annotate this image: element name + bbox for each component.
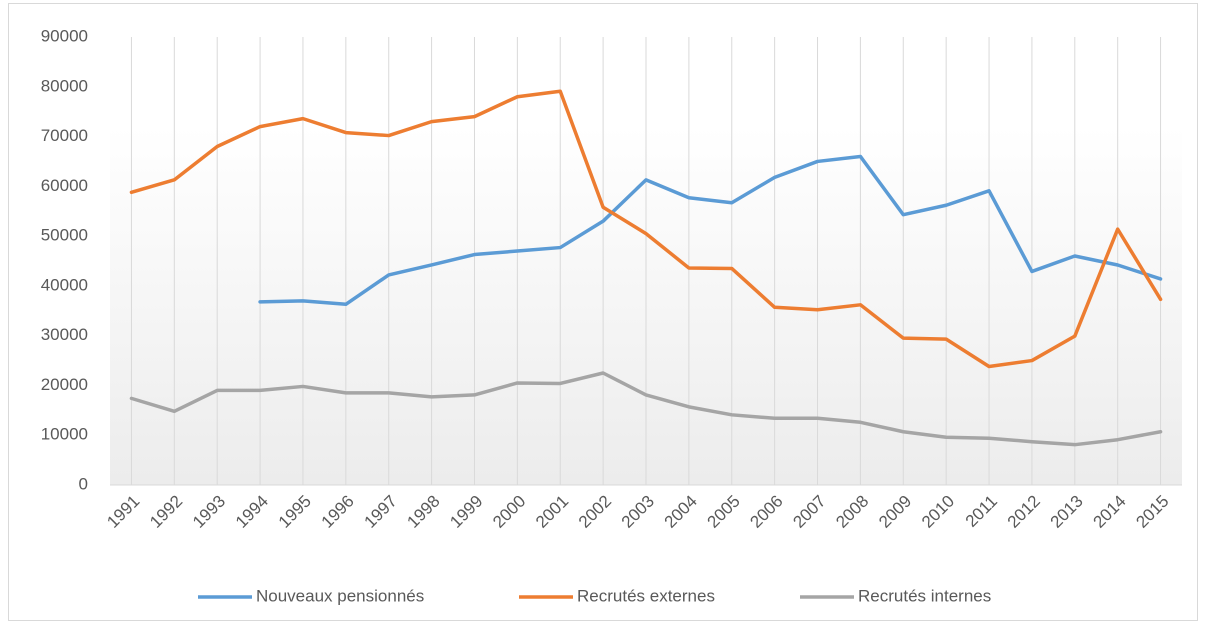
y-tick-label: 70000	[41, 126, 88, 145]
legend-label: Nouveaux pensionnés	[256, 586, 424, 605]
legend-label: Recrutés externes	[577, 586, 715, 605]
y-tick-label: 80000	[41, 76, 88, 95]
y-tick-label: 40000	[41, 275, 88, 294]
series-line	[258, 154, 1163, 307]
series-line	[129, 89, 1163, 369]
y-tick-label: 30000	[41, 325, 88, 344]
y-tick-label: 90000	[41, 26, 88, 45]
y-tick-label: 0	[79, 474, 88, 493]
y-tick-label: 60000	[41, 176, 88, 195]
y-tick-label: 10000	[41, 425, 88, 444]
series-line	[129, 371, 1163, 447]
y-tick-label: 20000	[41, 375, 88, 394]
y-tick-label: 50000	[41, 226, 88, 245]
legend-label: Recrutés internes	[858, 586, 991, 605]
